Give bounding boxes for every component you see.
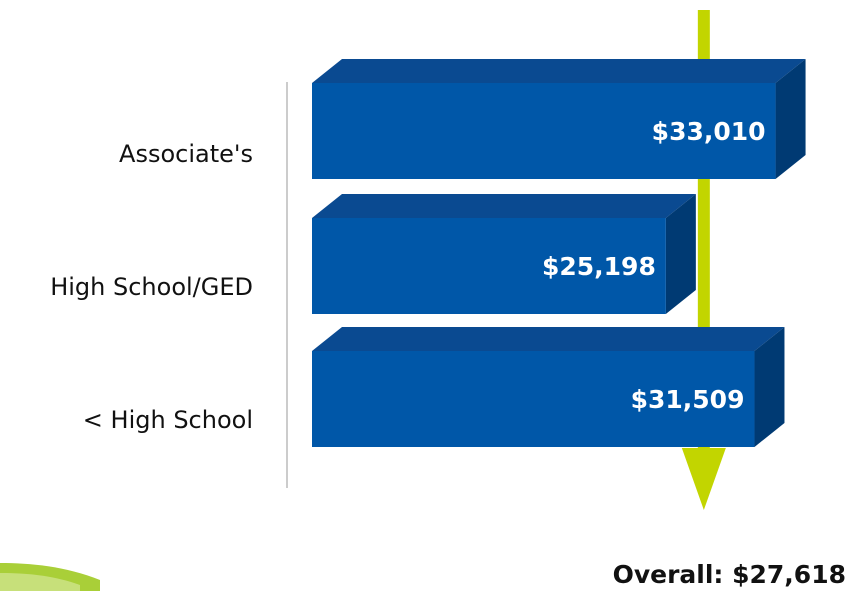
category-label: High School/GED [50, 273, 253, 301]
bar-front-face [312, 83, 776, 179]
decorative-swoosh-highlight [0, 573, 80, 591]
bar-front-face [312, 351, 755, 447]
category-label: Associate's [119, 140, 253, 168]
bar-value-label: $25,198 [542, 252, 656, 281]
bar: $31,509 [312, 327, 785, 447]
bar-top-face [312, 59, 806, 83]
bar-side-face [775, 59, 806, 179]
bar-top-face [312, 327, 785, 351]
overall-label: Overall: $27,618 [613, 560, 846, 589]
bar-value-label: $33,010 [652, 117, 766, 146]
bar-side-face [665, 194, 696, 314]
bars-group: $33,010 Associate's $25,198 High School/GED… [50, 59, 806, 447]
bar: $25,198 [312, 194, 696, 314]
bar: $33,010 [312, 59, 806, 179]
bar-top-face [312, 194, 696, 218]
bar-value-label: $31,509 [631, 385, 745, 414]
bar-front-face [312, 218, 666, 314]
bar-side-face [754, 327, 785, 447]
category-label: < High School [83, 406, 253, 434]
reference-arrow-head [681, 448, 726, 510]
